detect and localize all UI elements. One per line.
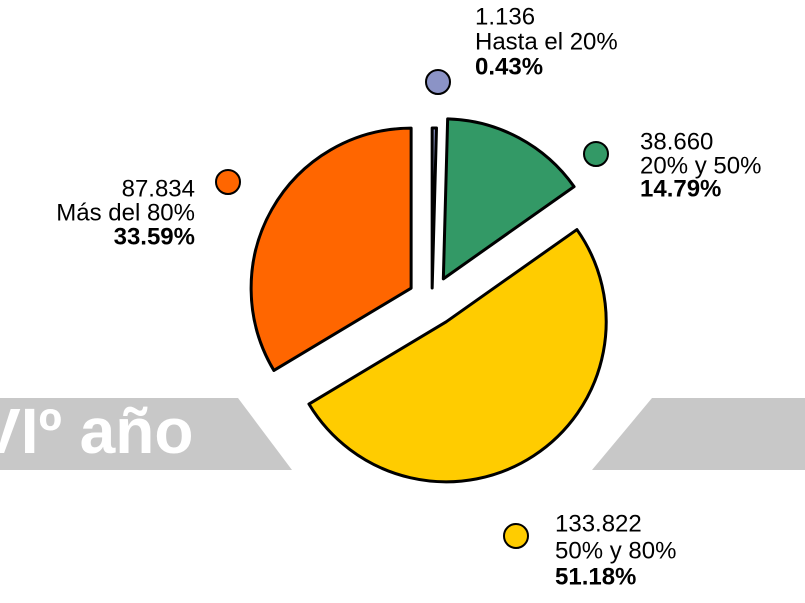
count-label: 133.822 <box>555 510 642 537</box>
slice-label: 50% y 80% <box>555 537 676 564</box>
watermark: VIº año <box>0 395 193 467</box>
band-left <box>0 398 292 470</box>
value-label: 14.79% <box>640 175 721 202</box>
label-marker <box>215 169 241 195</box>
band-right <box>592 398 805 470</box>
pie-slice <box>307 228 608 484</box>
value-label: 33.59% <box>114 223 195 250</box>
pie-slice <box>441 117 576 281</box>
label-marker <box>503 523 529 549</box>
label-marker <box>425 69 451 95</box>
slice-label: Más del 80% <box>56 199 195 226</box>
pie-slice <box>249 126 413 372</box>
label-marker <box>583 141 609 167</box>
count-label: 87.834 <box>122 175 195 202</box>
value-label: 51.18% <box>555 563 636 590</box>
pie-slice <box>430 126 438 290</box>
slice-label: 20% y 50% <box>640 152 761 179</box>
count-label: 1.136 <box>475 3 535 30</box>
value-label: 0.43% <box>475 53 543 80</box>
count-label: 38.660 <box>640 128 713 155</box>
slice-label: Hasta el 20% <box>475 28 618 55</box>
